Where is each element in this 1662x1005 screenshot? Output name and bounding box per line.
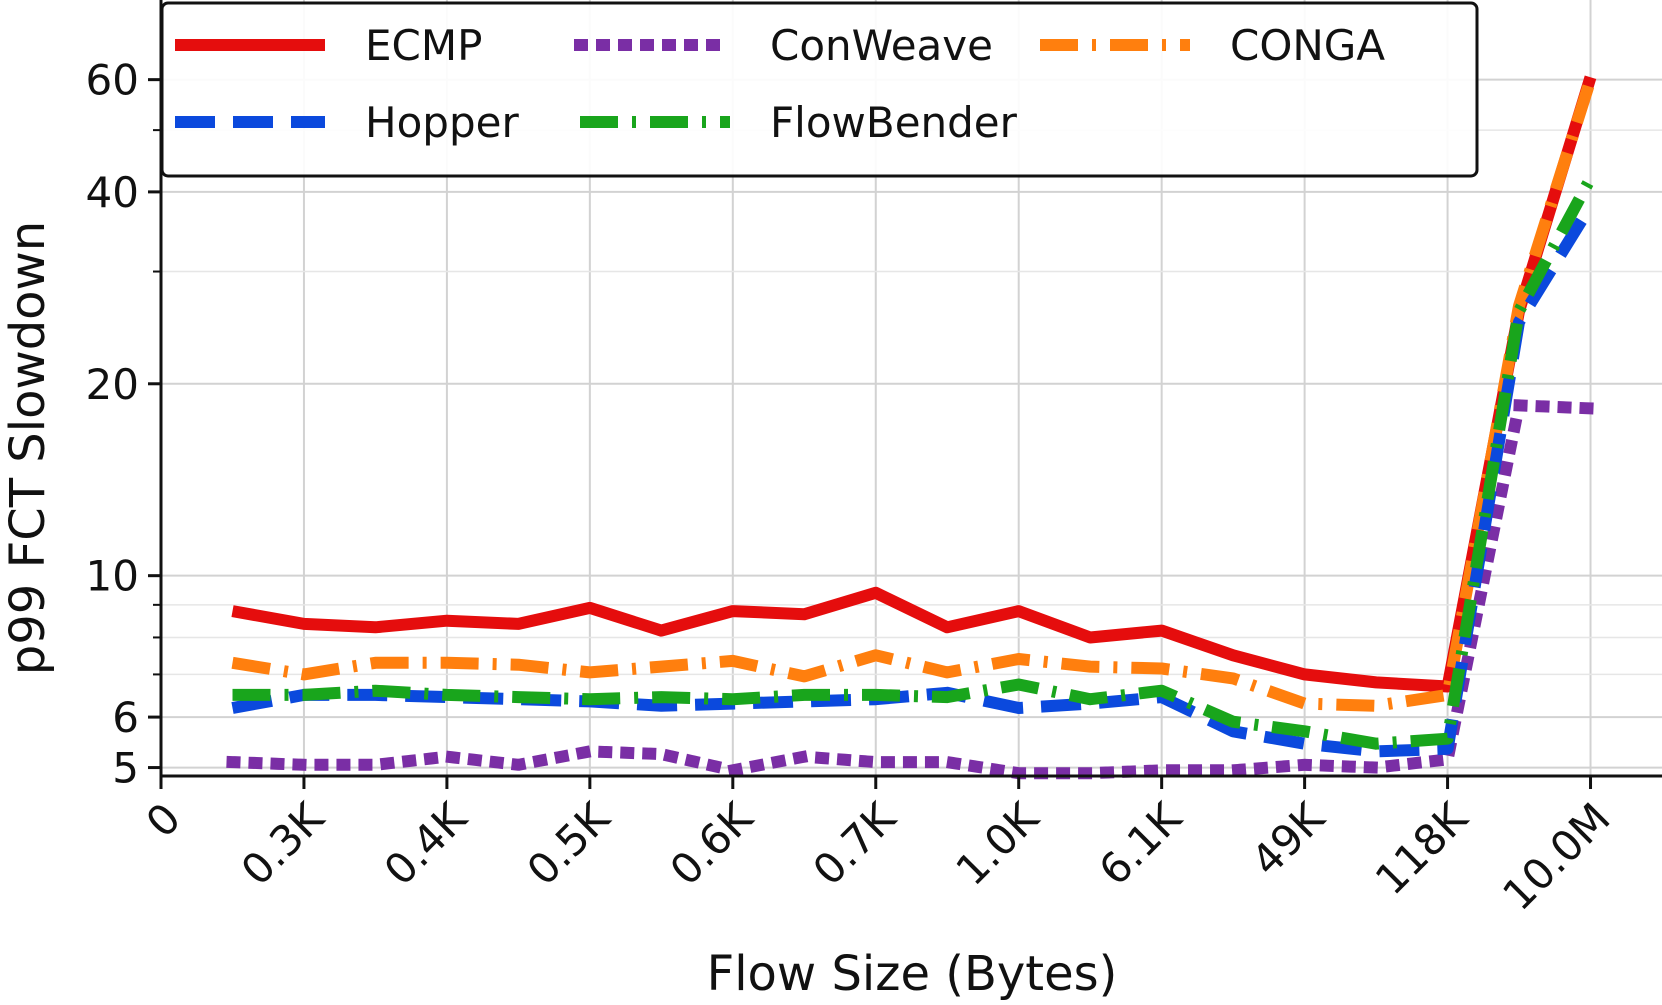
x-tick-label: 0.7K bbox=[803, 792, 905, 894]
x-tick-label: 0.5K bbox=[518, 792, 620, 894]
y-tick-label: 40 bbox=[86, 168, 139, 217]
x-tick-label: 0 bbox=[137, 793, 191, 847]
series-lines bbox=[226, 75, 1597, 780]
x-axis-title: Flow Size (Bytes) bbox=[707, 946, 1118, 1002]
legend-label-conweave: ConWeave bbox=[770, 21, 993, 70]
series-line-ecmp bbox=[231, 75, 1597, 693]
y-tick-label: 60 bbox=[86, 56, 139, 105]
legend-label-ecmp: ECMP bbox=[365, 21, 482, 70]
x-tick-label: 6.1K bbox=[1089, 792, 1191, 894]
y-tick-label: 5 bbox=[112, 744, 139, 793]
x-tick-label: 10.0M bbox=[1493, 793, 1619, 919]
legend-label-hopper: Hopper bbox=[365, 98, 519, 147]
tick-labels: 0 0.3K 0.4K 0.5K 0.6K 0.7K 1.0K 6.1K 49K 118K 10.0… bbox=[86, 56, 1620, 920]
series-line-conga bbox=[231, 77, 1597, 712]
x-tick-label: 118K bbox=[1366, 792, 1478, 904]
x-tick-label: 0.3K bbox=[232, 792, 334, 894]
y-tick-label: 6 bbox=[112, 693, 139, 742]
series-line-conweave bbox=[226, 399, 1597, 780]
y-tick-label: 10 bbox=[86, 552, 139, 601]
series-line-hopper bbox=[231, 202, 1596, 758]
legend-label-conga: CONGA bbox=[1230, 21, 1385, 70]
legend: ECMP Hopper ConWeave FlowBender CONGA bbox=[160, 1, 1479, 178]
y-tick-label: 20 bbox=[86, 360, 139, 409]
series-line-flowbender bbox=[232, 175, 1596, 750]
x-tick-label: 49K bbox=[1242, 792, 1335, 885]
x-tick-label: 0.4K bbox=[375, 792, 477, 894]
legend-box bbox=[160, 1, 1479, 178]
x-tick-label: 0.6K bbox=[661, 792, 763, 894]
x-tick-label: 1.0K bbox=[946, 792, 1048, 894]
legend-label-flowbender: FlowBender bbox=[770, 98, 1018, 147]
y-axis-title: p99 FCT Slowdown bbox=[0, 221, 56, 675]
